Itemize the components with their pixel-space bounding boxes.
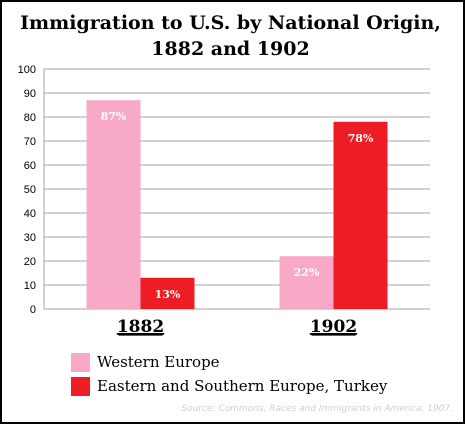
legend-swatch-series-1: [71, 352, 90, 372]
data-label-1902-series-1: 22%: [294, 266, 320, 279]
data-label-1882-series-1: 87%: [101, 110, 127, 123]
y-tick-label: 90: [24, 88, 36, 100]
y-tick-label: 10: [24, 280, 36, 292]
bar-1882-series-1: [86, 100, 141, 309]
y-tick-label: 40: [24, 208, 36, 220]
chart-title-line-1: Immigration to U.S. by National Origin,: [20, 12, 441, 34]
legend-item-series-1: Western Europe: [71, 351, 220, 373]
y-tick-label: 50: [24, 184, 36, 196]
y-tick-label: 20: [24, 256, 36, 268]
legend-label-series-1: Western Europe: [97, 353, 220, 371]
chart-title-line-2: 1882 and 1902: [151, 38, 310, 60]
legend-item-series-2: Eastern and Southern Europe, Turkey: [71, 375, 387, 397]
source-note: Source: Commons, Races and Immigrants in…: [181, 404, 453, 414]
data-label-1902-series-2: 78%: [348, 132, 374, 145]
legend-label-series-2: Eastern and Southern Europe, Turkey: [97, 377, 388, 395]
y-tick-label: 0: [30, 304, 36, 316]
y-tick-label: 70: [24, 136, 36, 148]
y-tick-label: 100: [18, 64, 36, 76]
legend-swatch-series-2: [71, 376, 90, 396]
y-tick-label: 80: [24, 112, 36, 124]
bar-1882-series-2: [140, 277, 195, 309]
y-tick-label: 60: [24, 160, 36, 172]
data-label-1882-series-2: 13%: [155, 288, 181, 301]
x-category-label: 1902: [310, 317, 357, 337]
chart-title: Immigration to U.S. by National Origin, …: [0, 10, 461, 62]
bar-1902-series-2: [333, 121, 388, 309]
y-tick-label: 30: [24, 232, 36, 244]
x-category-label: 1882: [117, 317, 164, 337]
bar-1902-series-1: [279, 256, 334, 309]
